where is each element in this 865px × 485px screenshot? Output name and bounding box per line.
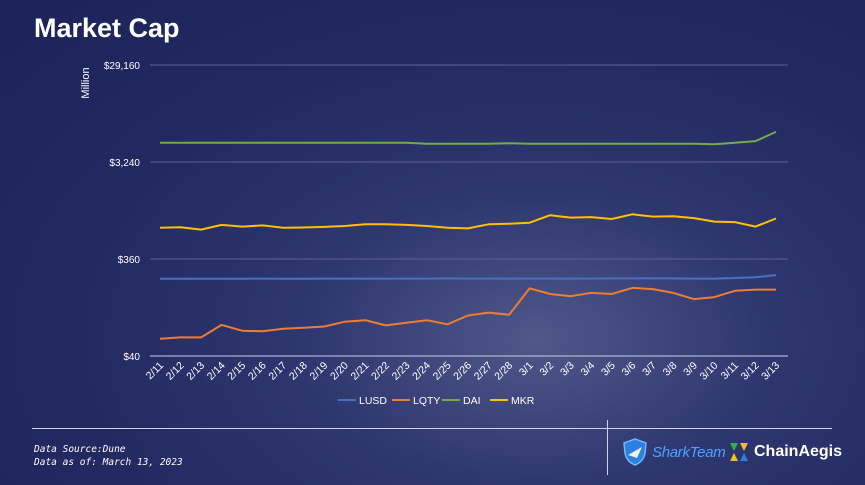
x-tick-label: 2/18 — [287, 360, 310, 383]
x-tick-label: 2/14 — [205, 360, 228, 383]
y-tick-label: $40 — [123, 352, 140, 363]
legend-label-lqty: LQTY — [413, 395, 440, 407]
y-axis-label: Million — [80, 67, 92, 98]
x-tick-label: 3/2 — [537, 360, 556, 379]
legend-label-mkr: MKR — [511, 395, 535, 407]
x-tick-label: 3/13 — [759, 360, 782, 383]
x-tick-label: 2/15 — [225, 360, 248, 383]
x-tick-label: 2/22 — [369, 360, 392, 383]
x-tick-label: 2/11 — [144, 360, 166, 382]
x-tick-label: 2/16 — [246, 360, 269, 383]
x-tick-label: 2/26 — [451, 360, 474, 383]
data-source-label: Data Source:Dune — [34, 444, 126, 455]
x-tick-label: 2/25 — [431, 360, 454, 383]
market-cap-chart: $40$360$3,240$29,160Million2/112/122/132… — [80, 61, 788, 407]
x-tick-label: 3/5 — [599, 360, 618, 379]
sharkteam-logo: SharkTeam — [622, 438, 726, 466]
shield-icon — [623, 438, 647, 466]
x-tick-label: 3/3 — [558, 360, 577, 379]
chainaegis-icon — [730, 443, 748, 461]
series-line-mkr — [159, 213, 777, 231]
x-tick-label: 2/12 — [164, 360, 187, 383]
x-tick-label: 3/10 — [698, 360, 721, 383]
x-tick-label: 2/13 — [184, 360, 207, 383]
data-source: Data Source:Dune Data as of: March 13, 2… — [34, 443, 183, 469]
series-line-dai — [160, 130, 777, 146]
x-tick-label: 2/23 — [390, 360, 413, 383]
chainaegis-logo: ChainAegis — [728, 440, 842, 464]
data-as-of-label: Data as of: March 13, 2023 — [34, 457, 183, 468]
legend-label-lusd: LUSD — [359, 395, 387, 407]
sharkteam-logo-text: SharkTeam — [652, 443, 726, 461]
y-tick-label: $3,240 — [109, 158, 140, 169]
x-tick-label: 2/20 — [328, 360, 351, 383]
x-tick-label: 2/27 — [472, 360, 495, 383]
x-tick-label: 3/6 — [620, 360, 639, 379]
x-tick-label: 3/11 — [719, 360, 741, 382]
legend-label-dai: DAI — [463, 395, 481, 407]
x-tick-label: 3/1 — [517, 360, 536, 379]
x-tick-label: 3/12 — [739, 360, 762, 383]
footer-divider — [32, 428, 832, 429]
x-tick-label: 2/19 — [307, 360, 330, 383]
x-tick-label: 2/21 — [349, 360, 372, 383]
y-tick-label: $360 — [118, 255, 141, 266]
footer-vertical-divider — [607, 420, 608, 475]
x-tick-label: 3/9 — [681, 360, 700, 379]
y-tick-label: $29,160 — [104, 61, 141, 72]
chainaegis-logo-text: ChainAegis — [754, 443, 843, 460]
x-tick-label: 3/7 — [640, 360, 659, 379]
x-tick-label: 2/24 — [410, 360, 433, 383]
x-tick-label: 3/8 — [661, 360, 680, 379]
x-tick-label: 3/4 — [579, 360, 598, 379]
series-line-lqty — [159, 286, 776, 340]
x-tick-label: 2/17 — [266, 360, 289, 383]
series-line-lusd — [160, 274, 777, 280]
x-tick-label: 2/28 — [492, 360, 515, 383]
page-title: Market Cap — [34, 13, 180, 43]
